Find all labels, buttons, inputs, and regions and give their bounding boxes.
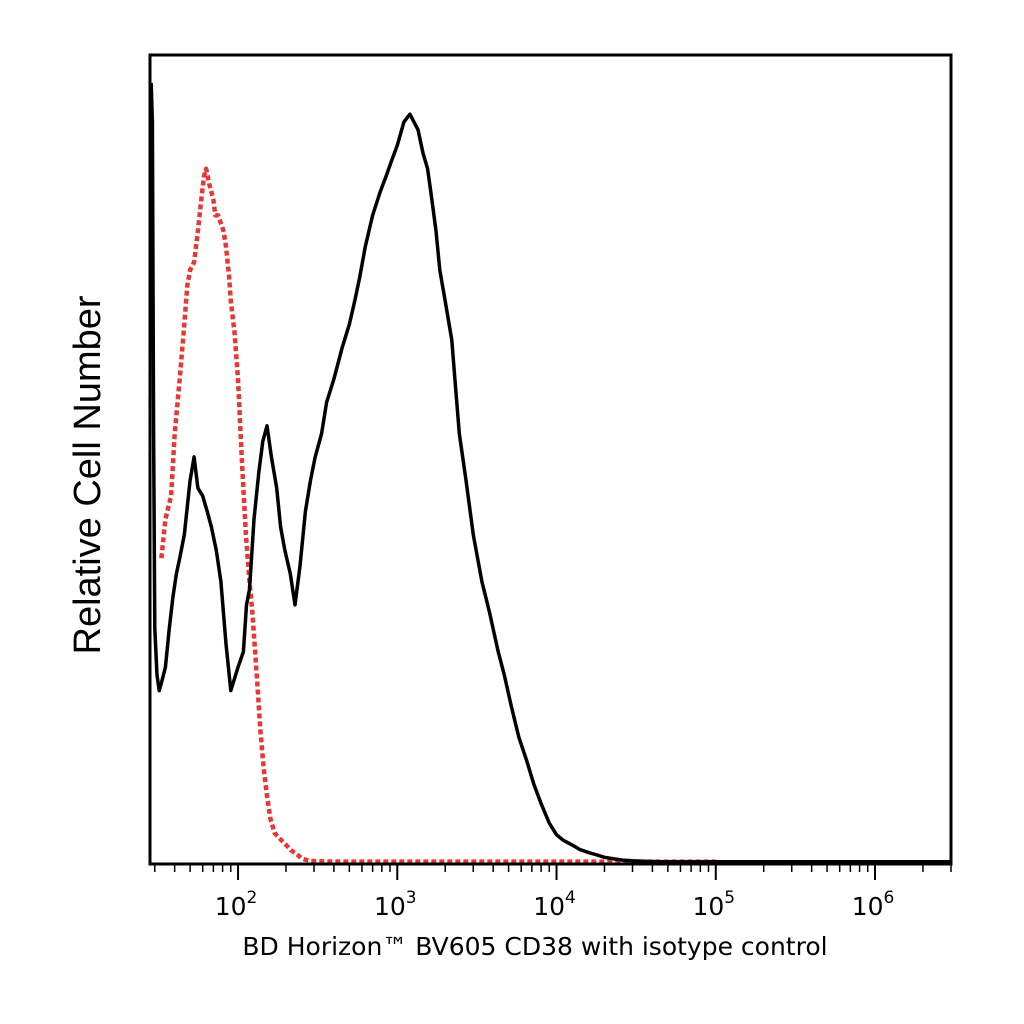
x-tick-label-exponent: 6	[884, 888, 895, 908]
x-tick-label-exponent: 3	[406, 888, 417, 908]
y-axis-label: Relative Cell Number	[67, 295, 109, 654]
x-axis-ticks	[154, 864, 952, 880]
series-line-1	[149, 82, 951, 864]
plot-frame	[148, 53, 953, 866]
x-tick-label-base: 10	[215, 892, 247, 921]
x-tick-label-base: 10	[533, 892, 565, 921]
x-tick-label-exponent: 5	[724, 888, 735, 908]
x-tick-label: 105	[692, 888, 735, 921]
series-layer	[149, 82, 951, 864]
x-tick-label: 104	[533, 888, 576, 921]
x-tick-label: 106	[852, 888, 895, 921]
x-axis-tick-labels: 102 103 104 105 106	[215, 888, 895, 921]
x-tick-label-base: 10	[692, 892, 724, 921]
x-tick-label-base: 10	[374, 892, 406, 921]
x-axis-label: BD Horizon™ BV605 CD38 with isotype cont…	[242, 932, 827, 961]
x-tick-label: 103	[374, 888, 417, 921]
x-tick-label-exponent: 4	[565, 888, 576, 908]
x-tick-label-base: 10	[852, 892, 884, 921]
series-line-0	[159, 166, 716, 864]
x-tick-label: 102	[215, 888, 258, 921]
x-tick-label-exponent: 2	[247, 888, 258, 908]
